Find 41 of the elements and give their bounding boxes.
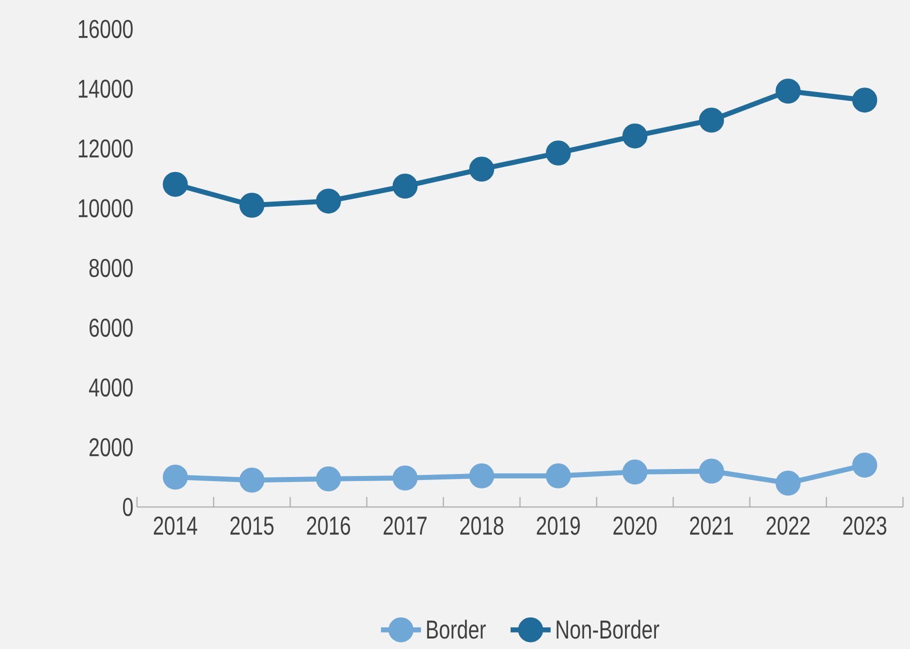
- point: [392, 174, 418, 199]
- x-tick-label: 2018: [460, 516, 504, 535]
- point: [546, 140, 571, 166]
- point: [239, 192, 264, 218]
- x-tick-label: 2017: [384, 516, 427, 535]
- point: [239, 468, 264, 493]
- x-tick-label: 2015: [230, 516, 274, 535]
- point: [699, 458, 724, 484]
- y-tick-label: 2000: [90, 438, 133, 456]
- y-tick-label: 4000: [89, 378, 133, 397]
- point: [162, 464, 188, 490]
- y-tick-label: 0: [123, 498, 133, 516]
- point: [392, 466, 418, 491]
- y-tick-label: 16000: [78, 20, 133, 38]
- point: [699, 108, 724, 133]
- legend-label: Non-Border: [556, 620, 660, 639]
- y-tick-label: 14000: [78, 80, 133, 98]
- x-tick-label: 2016: [307, 516, 350, 535]
- point: [316, 466, 342, 492]
- point: [469, 463, 494, 488]
- point: [162, 172, 188, 197]
- point: [852, 88, 878, 113]
- point: [776, 470, 801, 496]
- x-tick-label: 2014: [154, 516, 198, 535]
- point: [622, 123, 648, 148]
- point: [776, 78, 801, 104]
- x-tick-label: 2020: [613, 516, 657, 535]
- x-tick-label: 2019: [536, 516, 580, 535]
- y-tick-label: 6000: [90, 318, 133, 337]
- x-tick-label: 2023: [843, 516, 886, 535]
- point: [546, 463, 571, 488]
- y-tick-label: 10000: [78, 199, 133, 218]
- legend-label: Border: [427, 620, 486, 639]
- x-tick-label: 2021: [690, 516, 733, 535]
- point: [622, 460, 648, 485]
- x-tick-label: 2022: [766, 516, 810, 535]
- y-tick-label: 12000: [78, 139, 133, 158]
- y-tick-label: 8000: [89, 258, 133, 278]
- point: [316, 188, 342, 214]
- point: [469, 156, 494, 182]
- point: [852, 452, 878, 478]
